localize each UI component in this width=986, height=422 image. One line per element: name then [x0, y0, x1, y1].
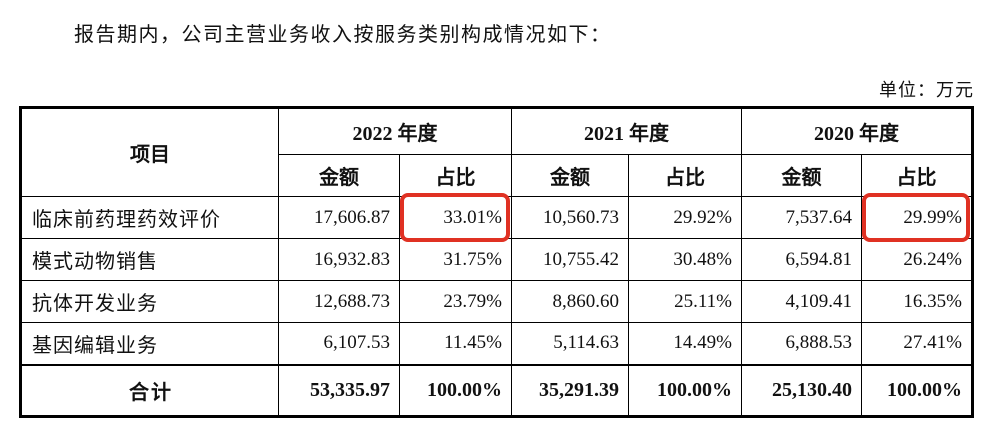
amount-header-2020: 金额 — [741, 154, 862, 197]
cell-ratio-2022: 31.75% — [399, 238, 512, 281]
cell-ratio-2020: 29.99% — [861, 193, 973, 242]
table-row: 抗体开发业务 12,688.73 23.79% 8,860.60 25.11% … — [20, 280, 973, 323]
year-header-2020: 2020 年度 — [741, 107, 973, 155]
cell-ratio-2020: 27.41% — [861, 322, 973, 365]
cell-ratio-2021: 30.48% — [628, 238, 742, 281]
cell-amount-2021: 8,860.60 — [511, 280, 629, 323]
cell-ratio-2022: 23.79% — [399, 280, 512, 323]
cell-item: 基因编辑业务 — [20, 322, 279, 365]
ratio-value: 29.99% — [903, 206, 962, 228]
cell-amount-2021: 5,114.63 — [511, 322, 629, 365]
cell-total-amount-2022: 53,335.97 — [278, 363, 400, 417]
ratio-header-2020: 占比 — [861, 154, 973, 197]
cell-amount-2022: 16,932.83 — [278, 238, 400, 281]
cell-total-amount-2021: 35,291.39 — [511, 363, 629, 417]
cell-item: 抗体开发业务 — [20, 280, 279, 323]
col-header-item: 项目 — [20, 107, 279, 197]
intro-paragraph: 报告期内，公司主营业务收入按服务类别构成情况如下： — [74, 24, 612, 46]
table-total-row: 合计 53,335.97 100.00% 35,291.39 100.00% 2… — [20, 363, 973, 417]
table-header-sub-row: 金额 占比 金额 占比 金额 占比 — [21, 154, 973, 197]
year-header-2022: 2022 年度 — [278, 107, 512, 155]
cell-ratio-2021: 14.49% — [628, 322, 742, 365]
cell-item: 临床前药理药效评价 — [20, 196, 279, 239]
cell-item: 模式动物销售 — [20, 238, 279, 281]
ratio-header-2022: 占比 — [399, 154, 512, 197]
cell-amount-2022: 12,688.73 — [278, 280, 400, 323]
unit-label: 单位：万元 — [879, 80, 974, 100]
cell-total-amount-2020: 25,130.40 — [741, 363, 862, 417]
cell-ratio-2022: 11.45% — [399, 322, 512, 365]
year-header-2021: 2021 年度 — [511, 107, 742, 155]
table-row: 模式动物销售 16,932.83 31.75% 10,755.42 30.48%… — [20, 238, 973, 281]
amount-header-2022: 金额 — [278, 154, 400, 197]
cell-amount-2022: 17,606.87 — [278, 196, 400, 239]
ratio-value: 33.01% — [443, 206, 502, 228]
ratio-header-2021: 占比 — [628, 154, 742, 197]
cell-amount-2020: 7,537.64 — [741, 196, 862, 239]
cell-ratio-2021: 25.11% — [628, 280, 742, 323]
cell-ratio-2020: 26.24% — [861, 238, 973, 281]
cell-amount-2020: 6,594.81 — [741, 238, 862, 281]
cell-total-ratio-2020: 100.00% — [861, 363, 973, 417]
cell-ratio-2022: 33.01% — [399, 193, 512, 242]
table-row: 基因编辑业务 6,107.53 11.45% 5,114.63 14.49% 6… — [20, 322, 973, 365]
cell-total-label: 合计 — [20, 363, 279, 417]
cell-amount-2021: 10,560.73 — [511, 196, 629, 239]
table-header-years-row: 项目 2022 年度 2021 年度 2020 年度 — [20, 107, 973, 197]
cell-amount-2021: 10,755.42 — [511, 238, 629, 281]
cell-total-ratio-2021: 100.00% — [628, 363, 742, 417]
cell-total-ratio-2022: 100.00% — [399, 363, 512, 417]
cell-amount-2020: 6,888.53 — [741, 322, 862, 365]
cell-amount-2020: 4,109.41 — [741, 280, 862, 323]
cell-ratio-2020: 16.35% — [861, 280, 973, 323]
amount-header-2021: 金额 — [511, 154, 629, 197]
table-row: 临床前药理药效评价 17,606.87 33.01% 10,560.73 29.… — [20, 193, 973, 242]
revenue-by-service-table: 项目 2022 年度 2021 年度 2020 年度 金额 占比 金额 占比 金… — [19, 106, 974, 418]
cell-ratio-2021: 29.92% — [628, 196, 742, 239]
cell-amount-2022: 6,107.53 — [278, 322, 400, 365]
